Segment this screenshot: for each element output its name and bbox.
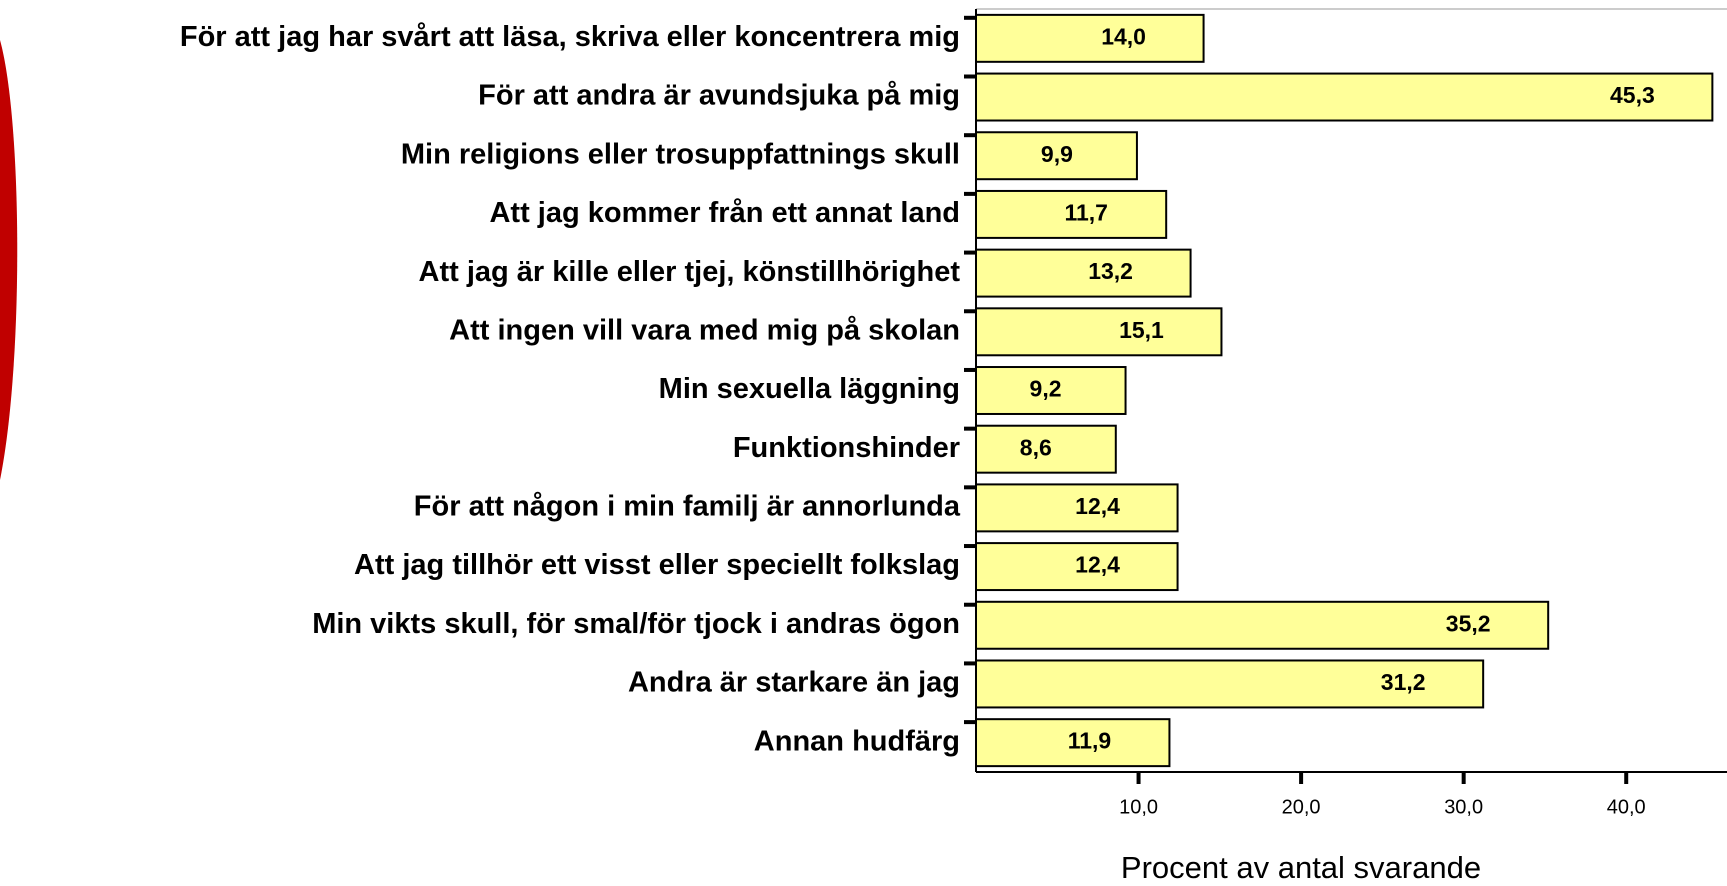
value-label: 8,6: [1020, 434, 1052, 460]
bar: [975, 366, 1127, 415]
value-label: 12,4: [1075, 552, 1120, 578]
x-tick-label: 20,0: [1282, 796, 1321, 818]
decoration: [0, 40, 18, 480]
value-label: 9,2: [1030, 376, 1062, 402]
y-tick-label: Andra är starkare än jag: [628, 667, 960, 699]
value-label: 11,7: [1064, 200, 1108, 226]
y-tick-label: Min religions eller trosuppfattnings sku…: [401, 138, 960, 170]
value-label: 13,2: [1088, 258, 1133, 284]
x-axis-title: Procent av antal svarande: [1121, 850, 1481, 885]
value-label: 11,9: [1068, 728, 1112, 754]
value-label: 35,2: [1446, 610, 1491, 636]
value-label: 14,0: [1101, 23, 1146, 49]
bar: [975, 718, 1171, 768]
value-label: 12,4: [1075, 493, 1120, 519]
x-tick-label: 40,0: [1607, 796, 1646, 818]
y-tick-label: Att ingen vill vara med mig på skolan: [449, 314, 960, 346]
y-tick-label: Funktionshinder: [733, 432, 960, 464]
bar: [975, 542, 1179, 592]
x-tick-label: 10,0: [1119, 796, 1158, 818]
y-tick-label: För att någon i min familj är annorlunda: [414, 491, 961, 523]
y-tick-label: Min sexuella läggning: [659, 373, 960, 405]
bar: [975, 307, 1223, 357]
bar: [975, 248, 1192, 298]
value-label: 9,9: [1041, 141, 1073, 167]
value-label: 15,1: [1119, 317, 1164, 343]
bar: [975, 13, 1205, 63]
bar: [975, 424, 1117, 474]
bar: [975, 72, 1714, 122]
y-tick-label: För att andra är avundsjuka på mig: [478, 80, 960, 112]
y-tick-label: Min vikts skull, för smal/för tjock i an…: [312, 608, 960, 640]
value-label: 45,3: [1610, 82, 1655, 108]
x-tick-label: 30,0: [1444, 796, 1483, 818]
y-tick-label: Att jag kommer från ett annat land: [489, 197, 960, 229]
y-tick-label: För att jag har svårt att läsa, skriva e…: [180, 21, 960, 53]
y-tick-label: Att jag är kille eller tjej, könstillhör…: [419, 256, 961, 288]
bar: [975, 483, 1179, 533]
y-tick-label: Att jag tillhör ett visst eller speciell…: [354, 549, 960, 581]
y-tick-label: Annan hudfärg: [754, 725, 960, 757]
value-label: 31,2: [1381, 669, 1426, 695]
